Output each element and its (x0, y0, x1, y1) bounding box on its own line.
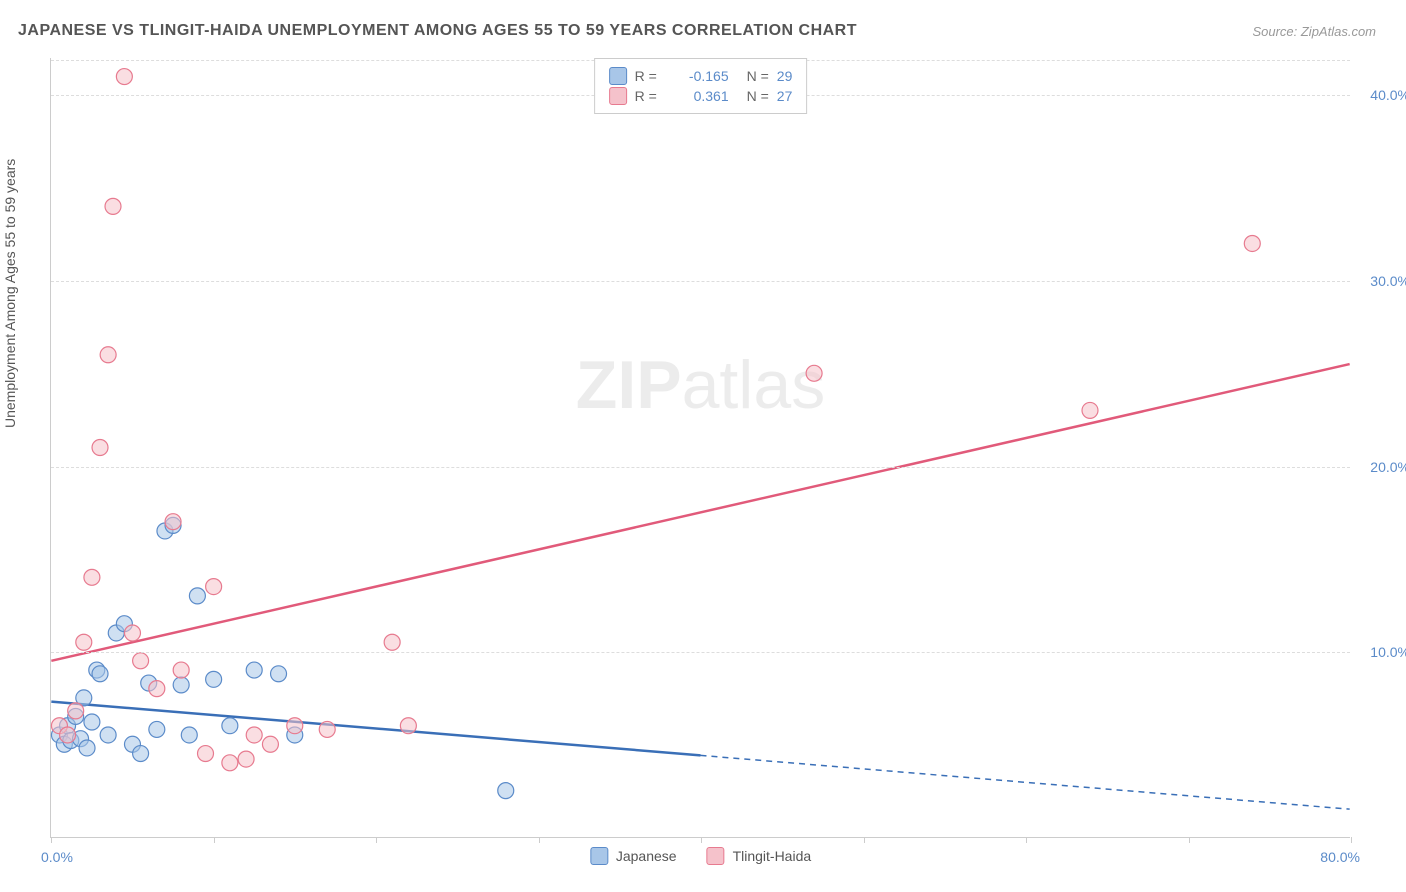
x-tick (701, 837, 702, 843)
x-tick (51, 837, 52, 843)
data-point (287, 718, 303, 734)
data-point (198, 746, 214, 762)
regression-line (51, 364, 1349, 661)
legend-n-value: 27 (777, 88, 793, 104)
data-point (149, 721, 165, 737)
data-point (116, 69, 132, 85)
legend-swatch (609, 67, 627, 85)
data-point (222, 755, 238, 771)
data-point (124, 625, 140, 641)
plot-area: ZIPatlas R = -0.165 N = 29 R = 0.361 N =… (50, 58, 1350, 838)
data-point (84, 714, 100, 730)
chart-container: JAPANESE VS TLINGIT-HAIDA UNEMPLOYMENT A… (0, 0, 1406, 892)
y-tick-label: 20.0% (1370, 459, 1406, 475)
data-point (68, 703, 84, 719)
x-tick (864, 837, 865, 843)
data-point (222, 718, 238, 734)
x-tick (1026, 837, 1027, 843)
legend-row: R = 0.361 N = 27 (609, 87, 793, 105)
legend-item: Japanese (590, 847, 677, 865)
x-tick (1189, 837, 1190, 843)
x-tick (539, 837, 540, 843)
legend-r-value: 0.361 (673, 88, 729, 104)
data-point (76, 634, 92, 650)
data-point (173, 662, 189, 678)
legend-row: R = -0.165 N = 29 (609, 67, 793, 85)
data-point (498, 783, 514, 799)
data-point (384, 634, 400, 650)
x-tick (1351, 837, 1352, 843)
legend-r-label: R = (635, 68, 665, 84)
data-point (271, 666, 287, 682)
legend-r-value: -0.165 (673, 68, 729, 84)
legend-item: Tlingit-Haida (707, 847, 812, 865)
data-point (238, 751, 254, 767)
data-point (1082, 402, 1098, 418)
data-point (181, 727, 197, 743)
data-point (105, 198, 121, 214)
data-point (806, 365, 822, 381)
legend-swatch (609, 87, 627, 105)
gridline (51, 467, 1350, 468)
data-point (173, 677, 189, 693)
y-tick-label: 40.0% (1370, 87, 1406, 103)
legend-swatch (590, 847, 608, 865)
data-point (100, 347, 116, 363)
legend-label: Tlingit-Haida (733, 848, 812, 864)
data-point (319, 721, 335, 737)
data-point (133, 746, 149, 762)
x-tick (376, 837, 377, 843)
y-axis-label: Unemployment Among Ages 55 to 59 years (2, 159, 18, 428)
data-point (149, 681, 165, 697)
data-point (246, 727, 262, 743)
legend-label: Japanese (616, 848, 677, 864)
data-point (100, 727, 116, 743)
legend-swatch (707, 847, 725, 865)
x-tick-label-max: 80.0% (1320, 849, 1360, 865)
gridline (51, 281, 1350, 282)
data-point (60, 727, 76, 743)
x-tick-label-min: 0.0% (41, 849, 73, 865)
data-point (206, 579, 222, 595)
scatter-svg (51, 58, 1350, 837)
chart-title: JAPANESE VS TLINGIT-HAIDA UNEMPLOYMENT A… (18, 22, 857, 40)
x-tick (214, 837, 215, 843)
y-tick-label: 30.0% (1370, 273, 1406, 289)
series-legend: Japanese Tlingit-Haida (590, 847, 811, 865)
y-tick-label: 10.0% (1370, 644, 1406, 660)
legend-n-label: N = (747, 68, 769, 84)
data-point (92, 666, 108, 682)
correlation-legend: R = -0.165 N = 29 R = 0.361 N = 27 (594, 58, 808, 114)
gridline (51, 652, 1350, 653)
legend-n-label: N = (747, 88, 769, 104)
data-point (400, 718, 416, 734)
source-attribution: Source: ZipAtlas.com (1252, 24, 1376, 39)
data-point (206, 671, 222, 687)
data-point (165, 514, 181, 530)
legend-n-value: 29 (777, 68, 793, 84)
data-point (1244, 235, 1260, 251)
data-point (189, 588, 205, 604)
data-point (262, 736, 278, 752)
data-point (92, 440, 108, 456)
data-point (84, 569, 100, 585)
data-point (79, 740, 95, 756)
regression-line-dashed (701, 755, 1350, 809)
legend-r-label: R = (635, 88, 665, 104)
data-point (133, 653, 149, 669)
data-point (246, 662, 262, 678)
